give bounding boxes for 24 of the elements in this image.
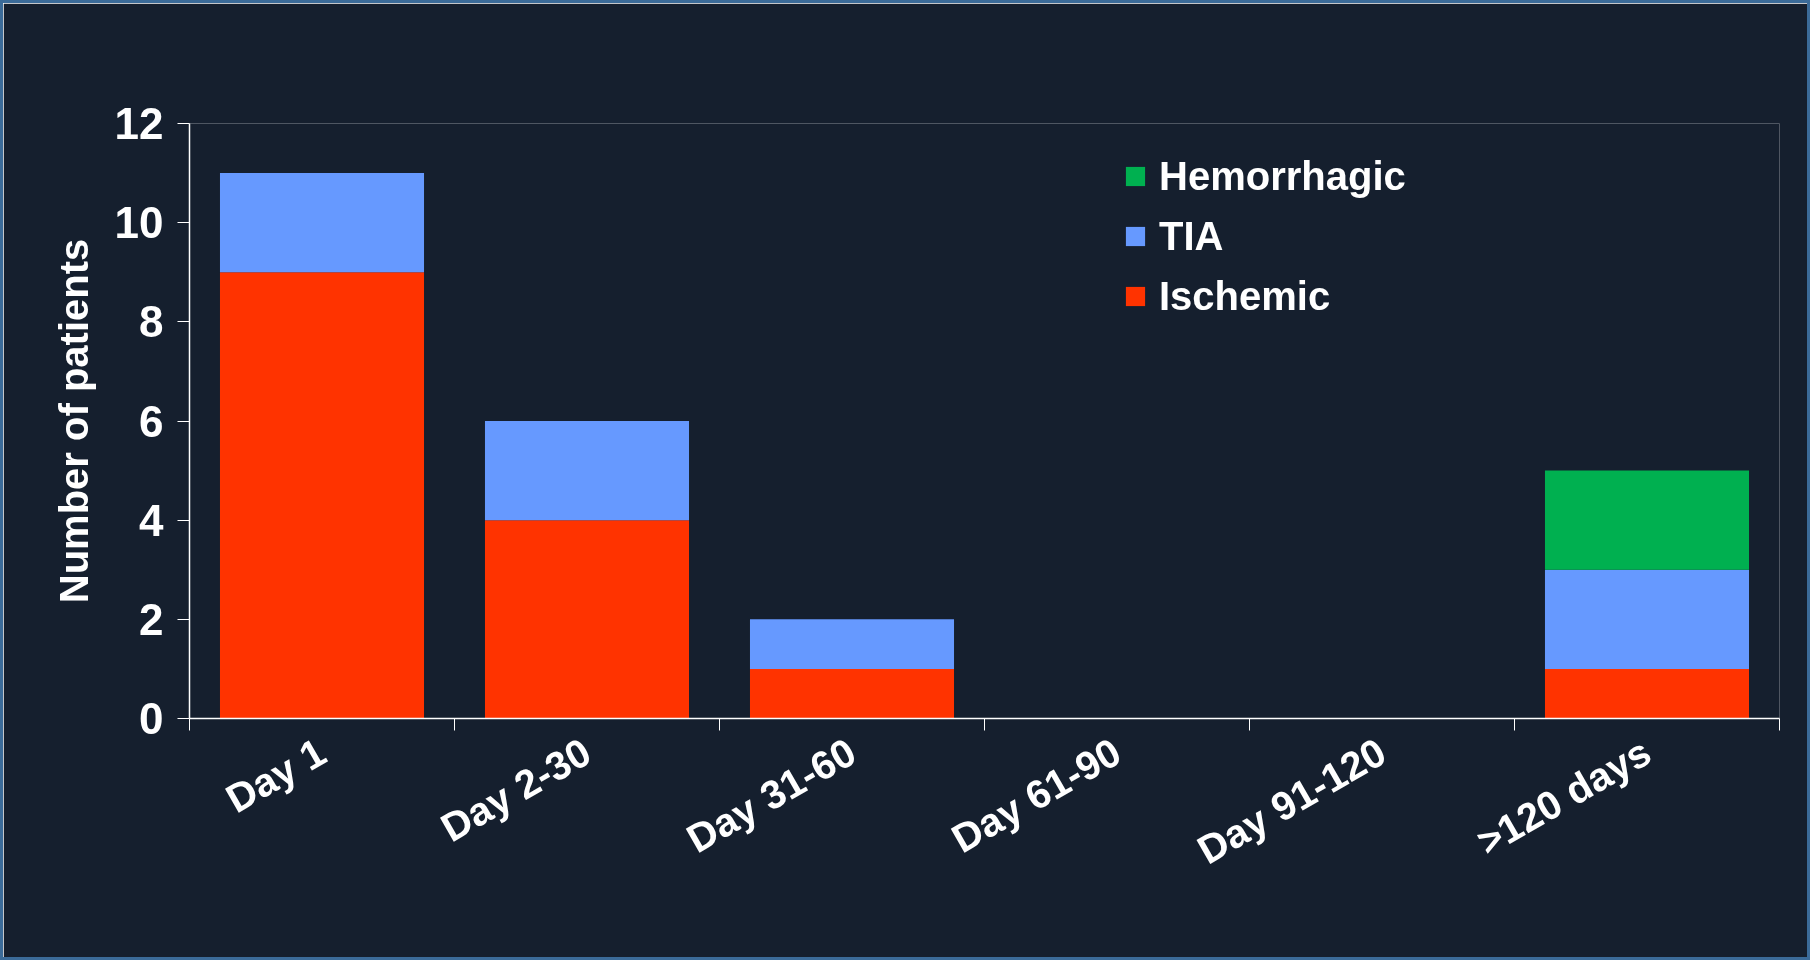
y-tick-label: 10 [114, 198, 164, 248]
y-tick-label: 4 [139, 495, 165, 545]
bar [484, 520, 690, 719]
y-tick-label: 8 [139, 297, 164, 347]
x-tick-label: Day 2-30 [433, 729, 599, 850]
x-tick-label: Day 1 [218, 729, 334, 821]
x-tick-label: >120 days [1469, 729, 1659, 864]
bar [1544, 668, 1750, 719]
bar [219, 173, 425, 273]
bar [749, 668, 955, 719]
bar [219, 272, 425, 719]
y-tick-label: 0 [139, 694, 164, 743]
bar [1544, 569, 1750, 669]
y-axis-title: Number of patients [51, 238, 96, 604]
y-tick-label: 2 [139, 594, 164, 644]
legend-label: Ischemic [1159, 273, 1332, 319]
legend-label: TIA [1159, 213, 1225, 259]
y-tick-label: 6 [139, 396, 164, 446]
y-tick-label: 12 [114, 99, 164, 148]
x-tick-label: Day 61-90 [944, 729, 1128, 861]
legend-label: Hemorrhagic [1159, 153, 1407, 199]
bar [484, 421, 690, 521]
bar [1544, 470, 1750, 570]
bar [749, 619, 955, 669]
